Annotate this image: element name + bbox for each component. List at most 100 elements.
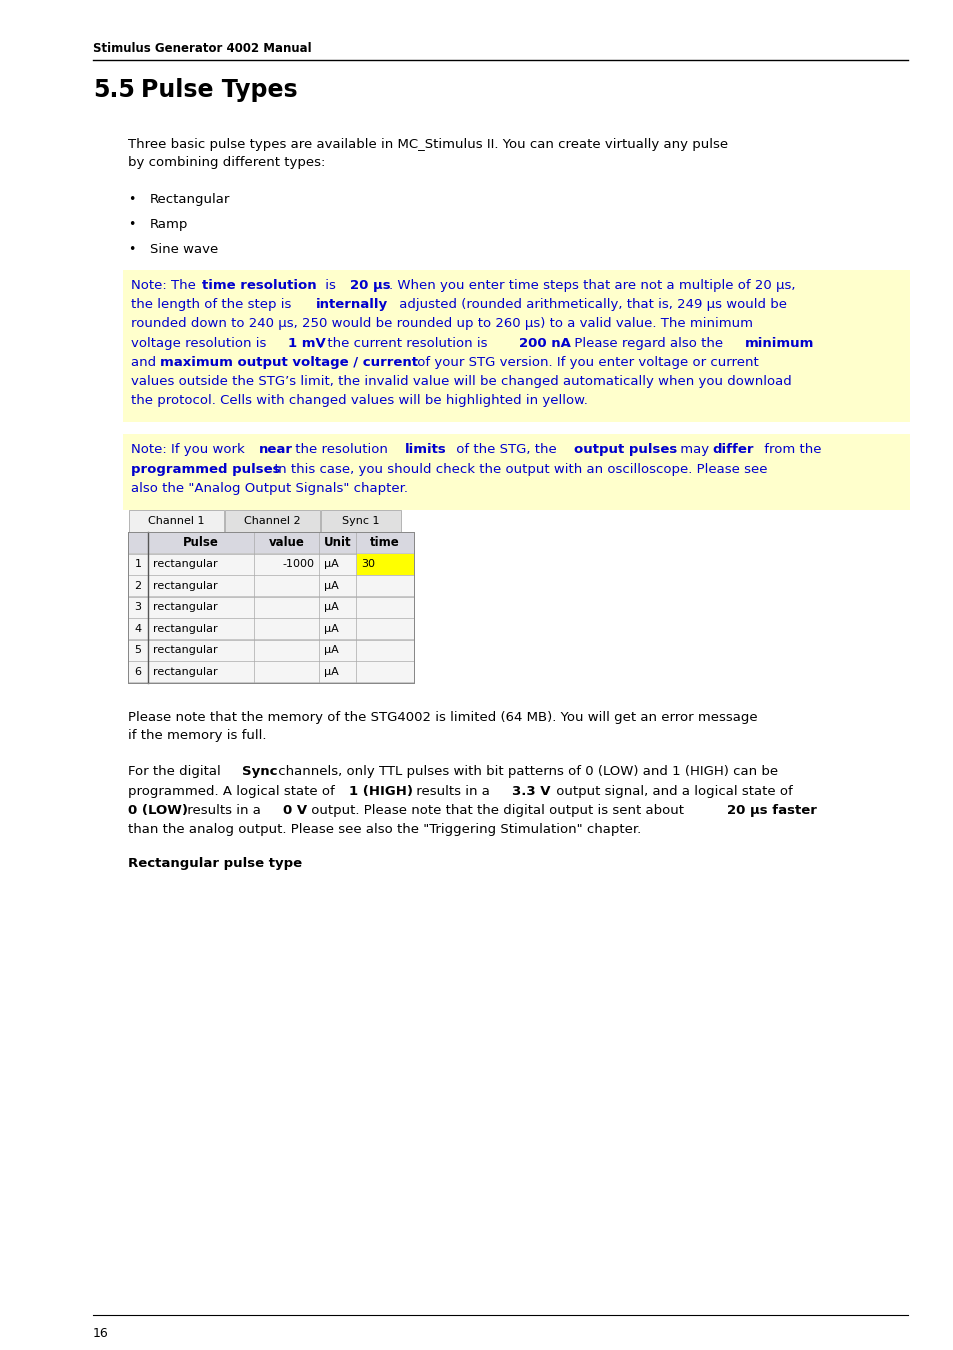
Text: μA: μA — [324, 645, 338, 655]
Text: Ramp: Ramp — [150, 217, 188, 231]
Text: 1: 1 — [134, 559, 141, 570]
Text: voltage resolution is: voltage resolution is — [131, 336, 271, 350]
Text: Sync 1: Sync 1 — [342, 516, 379, 526]
Text: Pulse Types: Pulse Types — [141, 78, 297, 103]
Bar — [129, 532, 414, 553]
Text: 30: 30 — [360, 559, 375, 570]
Text: 1 (HIGH): 1 (HIGH) — [349, 784, 413, 798]
Text: adjusted (rounded arithmetically, that is, 249 μs would be: adjusted (rounded arithmetically, that i… — [395, 298, 786, 312]
Bar — [128, 532, 414, 683]
Text: 2: 2 — [134, 580, 141, 591]
Text: 5: 5 — [134, 645, 141, 655]
Text: •: • — [128, 193, 135, 207]
Bar — [129, 640, 414, 660]
Text: the resolution: the resolution — [291, 443, 392, 456]
Bar — [129, 597, 414, 617]
Text: may: may — [676, 443, 713, 456]
Text: rectangular: rectangular — [152, 624, 217, 633]
Text: . Please regard also the: . Please regard also the — [566, 336, 727, 350]
Text: Sync: Sync — [242, 765, 277, 779]
Text: μA: μA — [324, 624, 338, 633]
Text: near: near — [259, 443, 293, 456]
Text: 4: 4 — [134, 624, 141, 633]
Text: 20 μs faster: 20 μs faster — [726, 803, 817, 817]
Text: 1 mV: 1 mV — [288, 336, 325, 350]
Text: Channel 1: Channel 1 — [148, 516, 205, 526]
Text: minimum: minimum — [743, 336, 813, 350]
Text: 0 (LOW): 0 (LOW) — [128, 803, 188, 817]
Text: •: • — [128, 217, 135, 231]
Text: μA: μA — [324, 559, 338, 570]
Text: -1000: -1000 — [282, 559, 314, 570]
Text: internally: internally — [315, 298, 388, 312]
Text: values outside the STG’s limit, the invalid value will be changed automatically : values outside the STG’s limit, the inva… — [131, 375, 791, 387]
Bar — [129, 618, 414, 639]
Text: Pulse: Pulse — [183, 536, 218, 549]
Text: programmed. A logical state of: programmed. A logical state of — [128, 784, 338, 798]
Text: μA: μA — [324, 667, 338, 676]
Text: Rectangular pulse type: Rectangular pulse type — [128, 857, 302, 871]
Text: value: value — [269, 536, 304, 549]
Text: 200 nA: 200 nA — [518, 336, 570, 350]
Text: μA: μA — [324, 580, 338, 591]
Text: output pulses: output pulses — [573, 443, 676, 456]
Text: rectangular: rectangular — [152, 602, 217, 613]
Text: 5.5: 5.5 — [92, 78, 134, 103]
Text: output. Please note that the digital output is sent about: output. Please note that the digital out… — [307, 803, 687, 817]
Text: •: • — [128, 243, 135, 256]
Text: rounded down to 240 μs, 250 would be rounded up to 260 μs) to a valid value. The: rounded down to 240 μs, 250 would be rou… — [131, 317, 752, 331]
Bar — [356, 554, 414, 575]
Text: Stimulus Generator 4002 Manual: Stimulus Generator 4002 Manual — [92, 42, 312, 55]
Text: rectangular: rectangular — [152, 645, 217, 655]
Text: also the "Analog Output Signals" chapter.: also the "Analog Output Signals" chapter… — [131, 482, 408, 495]
Text: of the STG, the: of the STG, the — [452, 443, 560, 456]
Bar — [123, 435, 909, 510]
Text: 20 μs: 20 μs — [349, 279, 390, 292]
Text: results in a: results in a — [412, 784, 494, 798]
Text: programmed pulses: programmed pulses — [131, 463, 280, 475]
Text: Note: If you work: Note: If you work — [131, 443, 249, 456]
FancyBboxPatch shape — [129, 509, 224, 533]
Text: time resolution: time resolution — [202, 279, 316, 292]
Text: Unit: Unit — [323, 536, 351, 549]
Text: , the current resolution is: , the current resolution is — [319, 336, 492, 350]
Text: time: time — [370, 536, 399, 549]
Text: maximum output voltage / current: maximum output voltage / current — [159, 356, 417, 369]
Text: the length of the step is: the length of the step is — [131, 298, 295, 312]
Text: For the digital: For the digital — [128, 765, 225, 779]
Text: rectangular: rectangular — [152, 580, 217, 591]
Bar — [129, 554, 414, 575]
Text: 0 V: 0 V — [283, 803, 307, 817]
Text: Rectangular: Rectangular — [150, 193, 230, 207]
Text: Channel 2: Channel 2 — [244, 516, 300, 526]
Text: differ: differ — [711, 443, 753, 456]
Text: Note: The: Note: The — [131, 279, 200, 292]
Text: Please note that the memory of the STG4002 is limited (64 MB). You will get an e: Please note that the memory of the STG40… — [128, 710, 757, 741]
Text: of your STG version. If you enter voltage or current: of your STG version. If you enter voltag… — [413, 356, 758, 369]
Text: Sine wave: Sine wave — [150, 243, 218, 256]
Text: . When you enter time steps that are not a multiple of 20 μs,: . When you enter time steps that are not… — [389, 279, 795, 292]
Text: 16: 16 — [92, 1327, 109, 1341]
Text: results in a: results in a — [183, 803, 265, 817]
Text: from the: from the — [759, 443, 821, 456]
Bar — [123, 270, 909, 423]
Bar — [129, 575, 414, 595]
Text: 6: 6 — [134, 667, 141, 676]
Text: and: and — [131, 356, 160, 369]
Text: channels, only TTL pulses with bit patterns of 0 (LOW) and 1 (HIGH) can be: channels, only TTL pulses with bit patte… — [274, 765, 777, 779]
Text: output signal, and a logical state of: output signal, and a logical state of — [551, 784, 791, 798]
Text: the protocol. Cells with changed values will be highlighted in yellow.: the protocol. Cells with changed values … — [131, 394, 587, 408]
Text: rectangular: rectangular — [152, 667, 217, 676]
Text: 3: 3 — [134, 602, 141, 613]
FancyBboxPatch shape — [320, 509, 400, 533]
Bar — [129, 662, 414, 682]
Text: Three basic pulse types are available in MC_Stimulus II. You can create virtuall: Three basic pulse types are available in… — [128, 138, 727, 169]
Text: rectangular: rectangular — [152, 559, 217, 570]
Text: is: is — [320, 279, 340, 292]
Text: μA: μA — [324, 602, 338, 613]
Text: than the analog output. Please see also the "Triggering Stimulation" chapter.: than the analog output. Please see also … — [128, 824, 640, 836]
Text: limits: limits — [404, 443, 446, 456]
FancyBboxPatch shape — [225, 509, 319, 533]
Text: 3.3 V: 3.3 V — [512, 784, 550, 798]
Text: . In this case, you should check the output with an oscilloscope. Please see: . In this case, you should check the out… — [265, 463, 766, 475]
